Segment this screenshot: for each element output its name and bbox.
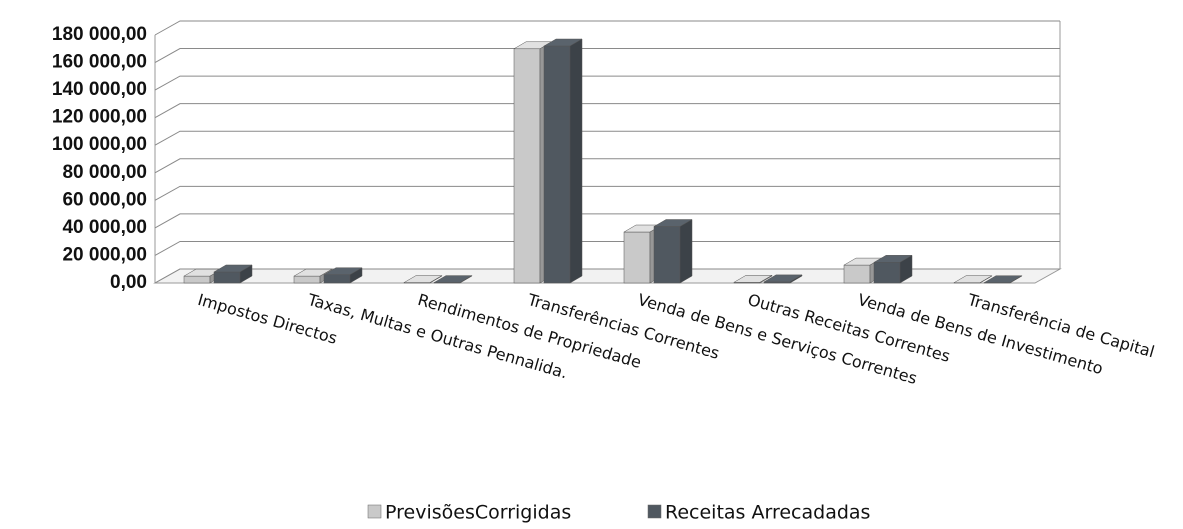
bar-front <box>543 45 571 284</box>
legend-label: PrevisõesCorrigidas <box>385 502 571 524</box>
bar <box>653 219 693 284</box>
y-tick-label: 120 000,00 <box>52 107 147 128</box>
bar <box>433 275 473 284</box>
grid-line <box>154 240 1060 256</box>
bar <box>543 38 583 284</box>
y-tick-label: 80 000,00 <box>62 162 147 183</box>
bar <box>213 264 253 284</box>
legend-swatch <box>647 504 662 519</box>
grid-line <box>154 158 1060 174</box>
y-tick-label: 40 000,00 <box>62 217 147 238</box>
bar <box>953 275 993 284</box>
bar-front <box>213 271 241 284</box>
bar-side <box>899 254 913 284</box>
grid-line <box>154 20 1060 36</box>
bar-side <box>569 38 583 284</box>
bar-front <box>513 48 541 284</box>
bar-side <box>349 267 363 284</box>
bar-front <box>873 262 901 284</box>
bar-front <box>183 275 211 284</box>
bar-side <box>789 274 803 284</box>
bar <box>983 275 1023 284</box>
y-tick-label: 140 000,00 <box>52 79 147 100</box>
bar-side <box>239 264 253 284</box>
bar-side <box>759 274 773 284</box>
legend-swatch <box>367 504 382 519</box>
y-tick-label: 100 000,00 <box>52 134 147 155</box>
grid-line <box>154 185 1060 201</box>
bar <box>323 267 363 284</box>
bar-side <box>429 275 443 284</box>
bar-side <box>459 275 473 284</box>
y-tick-label: 0,00 <box>110 272 147 293</box>
grid-line <box>154 213 1060 229</box>
y-tick-label: 60 000,00 <box>62 189 147 210</box>
bar-side <box>979 275 993 284</box>
y-tick-label: 160 000,00 <box>52 52 147 73</box>
bar-side <box>1009 275 1023 284</box>
grid-line <box>154 103 1060 119</box>
floor <box>153 268 1062 284</box>
bar <box>873 254 913 284</box>
grid-line <box>154 48 1060 63</box>
y-tick-label: 20 000,00 <box>62 244 147 265</box>
bar-side <box>679 219 693 284</box>
bar-front <box>323 274 351 284</box>
y-tick-label: 180 000,00 <box>52 24 147 45</box>
bar-front <box>293 275 321 284</box>
bar-front <box>623 231 651 284</box>
grid-line <box>154 130 1060 146</box>
bar-front <box>653 226 681 284</box>
grid-line <box>154 268 1060 284</box>
bar-front <box>843 264 871 284</box>
bar <box>403 275 443 284</box>
grid-line <box>154 75 1060 91</box>
bar <box>733 274 773 284</box>
bar <box>763 274 803 284</box>
legend-label: Receitas Arrecadadas <box>665 502 870 524</box>
